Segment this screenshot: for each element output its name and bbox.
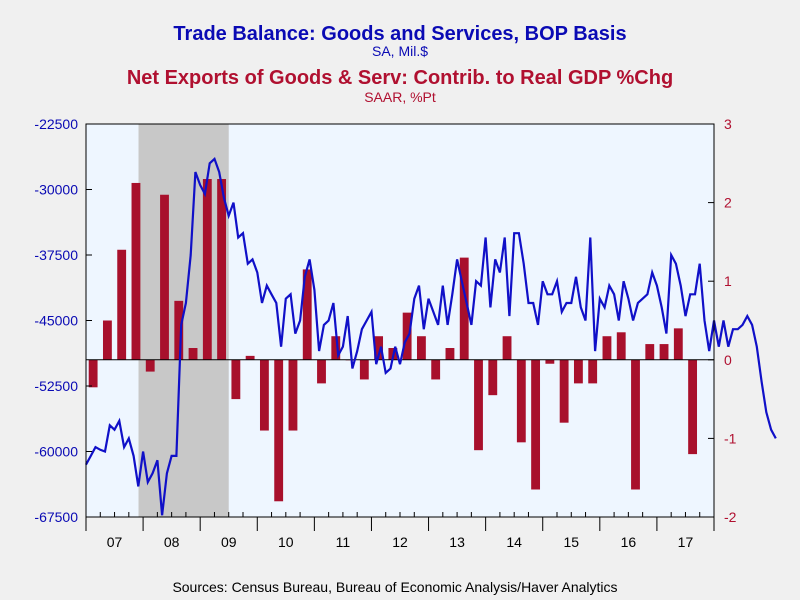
- x-tick-label: 11: [336, 534, 351, 550]
- x-axis: 07 08 09 10 11 12 13 14 15 16 17: [85, 512, 715, 550]
- bar: [659, 344, 669, 360]
- bar: [502, 336, 512, 360]
- bar: [274, 359, 284, 502]
- bar: [231, 359, 241, 400]
- left-tick-label: -45000: [34, 313, 78, 329]
- bar: [474, 359, 483, 451]
- bar: [631, 359, 640, 490]
- x-tick-label: 17: [678, 534, 694, 550]
- right-tick-label: 0: [724, 352, 732, 368]
- bar: [416, 336, 426, 360]
- chart-source: Sources: Census Bureau, Bureau of Econom…: [172, 579, 617, 595]
- bar: [331, 336, 341, 360]
- bar: [317, 359, 326, 384]
- left-tick-label: -30000: [34, 182, 78, 198]
- x-tick-label: 16: [621, 534, 637, 550]
- x-tick-label: 14: [506, 534, 522, 550]
- left-tick-label: -37500: [34, 247, 78, 263]
- x-tick-label: 15: [563, 534, 579, 550]
- bar: [174, 300, 184, 360]
- left-axis: -22500 -30000 -37500 -45000 -52500 -60000 -675…: [34, 116, 92, 525]
- bar: [88, 359, 98, 388]
- bar: [359, 359, 369, 380]
- right-axis: 3 2 1 0 -1 -2: [708, 116, 737, 525]
- x-tick-label: 12: [392, 534, 408, 550]
- bar: [545, 359, 555, 364]
- bar: [673, 328, 683, 360]
- bar: [559, 359, 569, 423]
- bar: [117, 249, 127, 360]
- bar: [259, 359, 269, 431]
- x-tick-label: 10: [278, 534, 294, 550]
- bar: [245, 355, 255, 360]
- bar: [516, 359, 526, 443]
- left-tick-label: -67500: [34, 509, 78, 525]
- bar: [488, 359, 498, 396]
- left-tick-label: -22500: [34, 116, 78, 132]
- bar: [616, 332, 626, 360]
- bar: [645, 344, 655, 360]
- right-tick-label: -1: [724, 430, 737, 446]
- bar: [188, 348, 198, 360]
- bar: [431, 359, 441, 380]
- bar: [202, 179, 212, 360]
- bar: [688, 359, 698, 455]
- bar: [588, 359, 598, 384]
- bar: [217, 179, 227, 360]
- right-tick-label: 1: [724, 273, 732, 289]
- bar: [531, 359, 541, 490]
- recession-shading: [138, 124, 229, 517]
- bar: [602, 336, 612, 360]
- bar: [374, 336, 384, 360]
- bar: [573, 359, 583, 384]
- x-tick-label: 09: [221, 534, 237, 550]
- chart-subtitle-primary: SA, Mil.$: [372, 43, 428, 59]
- right-tick-label: 2: [724, 195, 732, 211]
- x-tick-label: 07: [107, 534, 123, 550]
- left-tick-label: -52500: [34, 378, 78, 394]
- right-tick-label: -2: [724, 509, 737, 525]
- bar: [459, 257, 469, 360]
- bar: [445, 348, 455, 360]
- x-tick-label: 13: [449, 534, 465, 550]
- bar: [302, 269, 312, 360]
- chart-subtitle-secondary: SAAR, %Pt: [364, 89, 436, 105]
- bar: [288, 359, 298, 431]
- left-tick-label: -60000: [34, 444, 78, 460]
- x-tick-label: 08: [164, 534, 180, 550]
- bar: [160, 194, 169, 360]
- chart-title-primary: Trade Balance: Goods and Services, BOP B…: [173, 23, 626, 45]
- bar: [131, 182, 141, 360]
- bar: [145, 359, 155, 372]
- chart-title-secondary: Net Exports of Goods & Serv: Contrib. to…: [127, 67, 673, 89]
- bar: [102, 320, 112, 360]
- right-tick-label: 3: [724, 116, 732, 132]
- line-series: [85, 156, 777, 516]
- bar-series: [88, 179, 698, 502]
